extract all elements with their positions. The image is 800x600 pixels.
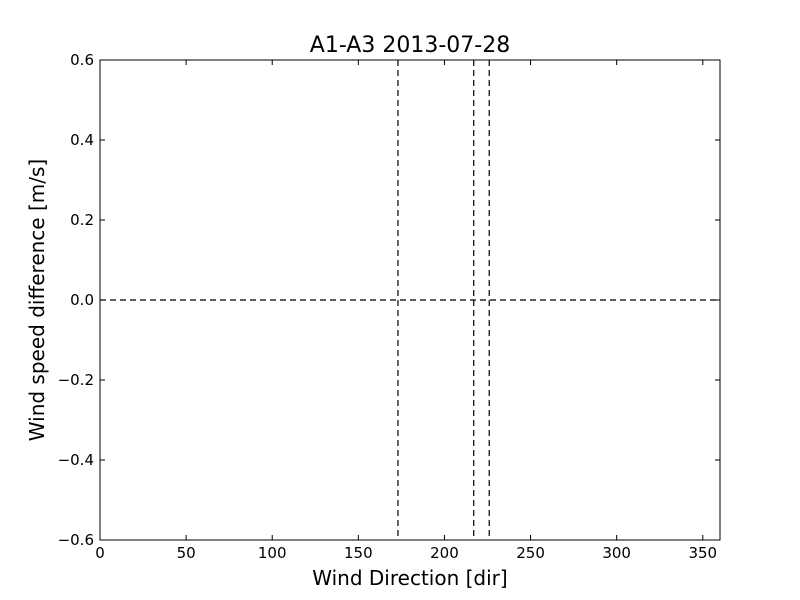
y-tick-label: −0.6	[58, 531, 94, 549]
x-tick-label: 200	[430, 544, 459, 562]
x-tick-labels: 0 50 100 150 200 250 300 350	[95, 544, 717, 562]
y-tick-label: 0.0	[70, 291, 94, 309]
chart-title: A1-A3 2013-07-28	[310, 33, 510, 58]
x-tick-label: 300	[602, 544, 631, 562]
x-tick-label: 100	[258, 544, 287, 562]
x-tick-label: 50	[177, 544, 196, 562]
y-axis-label: Wind speed difference [m/s]	[25, 159, 49, 441]
y-tick-label: −0.2	[58, 371, 94, 389]
y-tick-label: 0.4	[70, 131, 94, 149]
x-tick-label: 0	[95, 544, 105, 562]
x-tick-label: 150	[344, 544, 373, 562]
y-tick-label: 0.6	[70, 51, 94, 69]
y-tick-labels: −0.6 −0.4 −0.2 0.0 0.2 0.4 0.6	[58, 51, 94, 549]
x-tick-label: 350	[688, 544, 717, 562]
y-tick-label: 0.2	[70, 211, 94, 229]
x-axis-label: Wind Direction [dir]	[312, 566, 507, 590]
reference-lines	[100, 60, 720, 540]
x-tick-label: 250	[516, 544, 545, 562]
plot-frame	[99, 59, 721, 541]
y-tick-label: −0.4	[58, 451, 94, 469]
